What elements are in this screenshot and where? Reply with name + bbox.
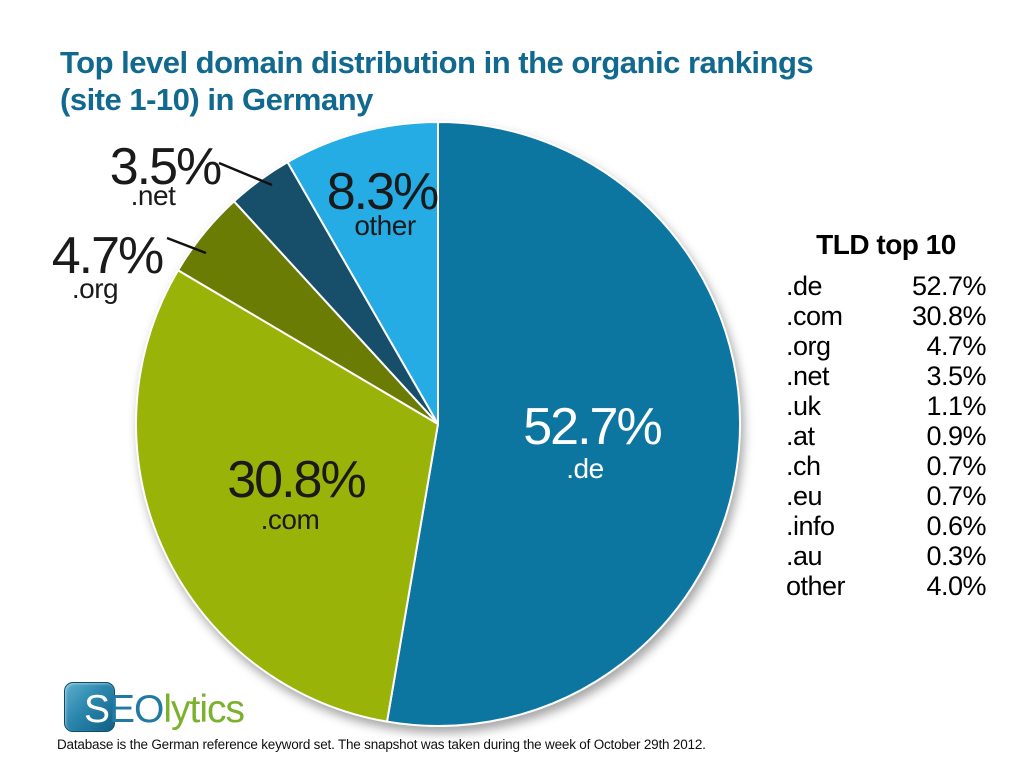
tld-value: 0.3%: [926, 541, 986, 571]
tld-label: .com: [786, 301, 843, 331]
pie-label-com-percent: 30.8%: [227, 451, 365, 509]
seolytics-logo: SEOlytics: [64, 681, 324, 737]
tld-label: .eu: [786, 481, 823, 511]
tld-row: .info 0.6%: [786, 511, 986, 541]
seolytics-logo-text: SEOlytics: [84, 688, 245, 731]
tld-label: other: [786, 571, 846, 601]
seolytics-logo-icon: [64, 682, 115, 732]
tld-row: .ch 0.7%: [786, 451, 986, 481]
pie-label-net-name: .net: [131, 180, 176, 211]
page-title: Top level domain distribution in the org…: [60, 44, 814, 118]
tld-label: .net: [786, 361, 830, 391]
tld-row: .com 30.8%: [786, 301, 987, 331]
tld-value: 0.7%: [926, 451, 986, 481]
logo-part-s: S: [84, 688, 110, 731]
tld-row: .au 0.3%: [786, 541, 986, 571]
pie-label-other-name: other: [354, 210, 415, 241]
tld-top10-title: TLD top 10: [816, 229, 956, 260]
tld-label: .at: [786, 421, 815, 451]
tld-value: 0.6%: [926, 511, 986, 541]
page-title-line2: (site 1-10) in Germany: [60, 82, 373, 117]
tld-row: .net 3.5%: [786, 361, 986, 391]
tld-label: .ch: [786, 451, 821, 481]
tld-value: 4.7%: [926, 331, 986, 361]
tld-label: .org: [786, 331, 831, 361]
tld-label: .info: [786, 511, 835, 541]
tld-row: .uk 1.1%: [786, 391, 986, 421]
logo-part-lytics: lytics: [163, 688, 245, 731]
pie-label-net-percent: 3.5%: [110, 138, 221, 196]
tld-value: 0.7%: [926, 481, 986, 511]
footnote: Database is the German reference keyword…: [57, 737, 706, 752]
pie-label-de-name: .de: [566, 453, 603, 484]
pie-label-org-name: .org: [72, 273, 118, 304]
tld-row: .at 0.9%: [786, 421, 986, 451]
tld-value: 4.0%: [926, 571, 986, 601]
tld-top10-list: .de 52.7% .com 30.8% .org 4.7% .net 3.5%…: [786, 271, 987, 601]
tld-top10-panel: TLD top 10 .de 52.7% .com 30.8% .org 4.7…: [786, 229, 987, 601]
pie-label-org-percent: 4.7%: [52, 227, 163, 285]
leader-line-org: [166, 236, 207, 255]
pie-label-de-percent: 52.7%: [523, 398, 661, 456]
tld-value: 52.7%: [911, 271, 987, 301]
tld-row: .org 4.7%: [786, 331, 986, 361]
tld-label: .au: [786, 541, 823, 571]
pie-slice-com: [135, 269, 439, 723]
tld-label: .de: [786, 271, 823, 301]
logo-part-eo: EO: [109, 688, 164, 731]
tld-label: .uk: [786, 391, 821, 421]
pie-label-other-percent: 8.3%: [327, 163, 438, 221]
tld-row: .eu 0.7%: [786, 481, 986, 511]
tld-value: 0.9%: [926, 421, 986, 451]
tld-value: 3.5%: [926, 361, 986, 391]
tld-row: .de 52.7%: [786, 271, 987, 301]
pie-slice-other: [286, 121, 439, 425]
pie-label-com-name: .com: [261, 504, 320, 535]
tld-value: 1.1%: [926, 391, 986, 421]
page-title-line1: Top level domain distribution in the org…: [60, 45, 814, 80]
tld-row: other 4.0%: [786, 571, 986, 601]
tld-value: 30.8%: [911, 301, 987, 331]
leader-line-net: [218, 161, 273, 187]
pie-slice-de: [386, 121, 742, 727]
